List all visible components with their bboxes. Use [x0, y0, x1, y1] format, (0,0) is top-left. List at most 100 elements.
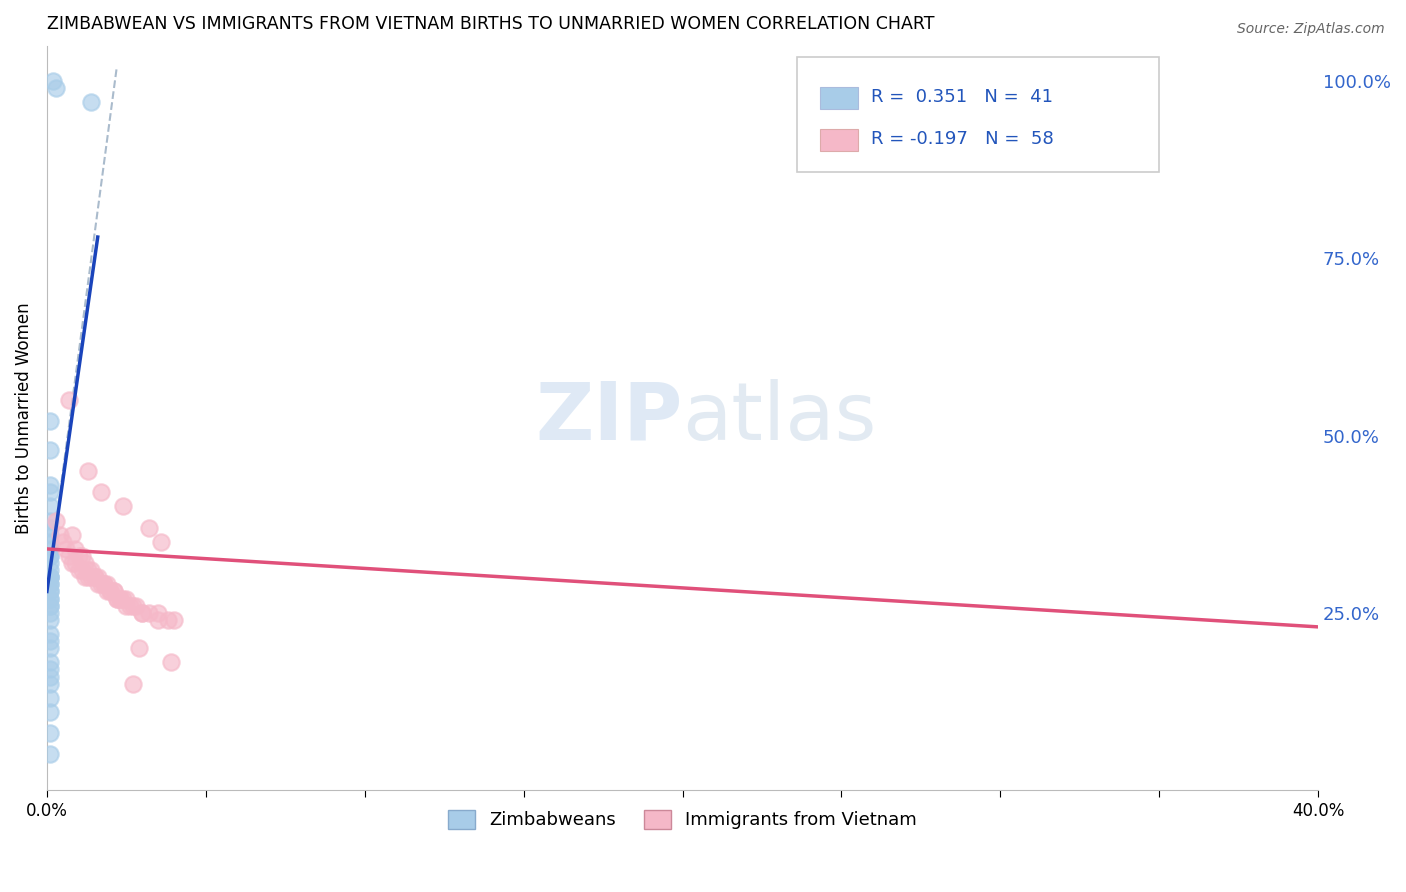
Point	[39, 747, 62, 762]
Point	[39, 577, 62, 591]
Point	[39, 577, 62, 591]
Point	[77, 570, 100, 584]
Point	[87, 570, 110, 584]
Point	[160, 656, 183, 670]
Point	[65, 556, 87, 570]
Point	[96, 584, 118, 599]
Point	[39, 534, 62, 549]
Point	[100, 584, 122, 599]
Point	[67, 549, 90, 563]
Point	[39, 613, 62, 627]
Point	[73, 570, 96, 584]
Point	[67, 563, 90, 577]
Point	[105, 591, 128, 606]
Point	[112, 500, 135, 514]
Point	[150, 534, 173, 549]
Point	[39, 527, 62, 541]
Point	[65, 541, 87, 556]
Point	[80, 563, 103, 577]
Point	[39, 599, 62, 613]
Point	[146, 606, 169, 620]
Point	[83, 570, 105, 584]
Point	[115, 591, 138, 606]
Point	[103, 584, 125, 599]
Point	[156, 613, 179, 627]
Point	[121, 599, 143, 613]
Text: ZIP: ZIP	[536, 379, 682, 457]
Point	[39, 541, 62, 556]
Point	[39, 549, 62, 563]
Point	[121, 676, 143, 690]
FancyBboxPatch shape	[820, 87, 858, 109]
Point	[60, 527, 83, 541]
Point	[39, 584, 62, 599]
Point	[87, 577, 110, 591]
Point	[52, 534, 75, 549]
Point	[131, 606, 153, 620]
Point	[45, 81, 67, 95]
FancyBboxPatch shape	[820, 129, 858, 152]
Point	[39, 500, 62, 514]
Point	[73, 556, 96, 570]
Point	[128, 641, 150, 656]
Point	[90, 577, 112, 591]
Point	[39, 591, 62, 606]
Point	[39, 641, 62, 656]
Point	[105, 591, 128, 606]
Text: R =  0.351   N =  41: R = 0.351 N = 41	[870, 88, 1053, 106]
Point	[39, 634, 62, 648]
Text: Source: ZipAtlas.com: Source: ZipAtlas.com	[1237, 22, 1385, 37]
Point	[39, 570, 62, 584]
Point	[115, 599, 138, 613]
Point	[39, 556, 62, 570]
Point	[39, 676, 62, 690]
Legend: Zimbabweans, Immigrants from Vietnam: Zimbabweans, Immigrants from Vietnam	[441, 803, 924, 837]
FancyBboxPatch shape	[797, 57, 1159, 172]
Point	[58, 549, 80, 563]
Point	[93, 577, 115, 591]
Point	[39, 584, 62, 599]
Point	[39, 478, 62, 492]
Point	[103, 584, 125, 599]
Point	[39, 442, 62, 457]
Point	[58, 393, 80, 408]
Point	[125, 599, 148, 613]
Point	[39, 570, 62, 584]
Point	[93, 577, 115, 591]
Point	[39, 662, 62, 676]
Point	[39, 669, 62, 683]
Point	[77, 464, 100, 478]
Point	[100, 584, 122, 599]
Point	[80, 570, 103, 584]
Point	[70, 563, 93, 577]
Point	[83, 570, 105, 584]
Point	[138, 606, 160, 620]
Point	[48, 527, 70, 541]
Point	[39, 514, 62, 528]
Point	[39, 521, 62, 535]
Point	[77, 563, 100, 577]
Text: atlas: atlas	[682, 379, 877, 457]
Point	[70, 549, 93, 563]
Point	[39, 563, 62, 577]
Point	[39, 627, 62, 641]
Text: ZIMBABWEAN VS IMMIGRANTS FROM VIETNAM BIRTHS TO UNMARRIED WOMEN CORRELATION CHAR: ZIMBABWEAN VS IMMIGRANTS FROM VIETNAM BI…	[46, 15, 935, 33]
Point	[118, 599, 141, 613]
Point	[39, 549, 62, 563]
Point	[39, 726, 62, 740]
Point	[96, 577, 118, 591]
Point	[39, 656, 62, 670]
Point	[39, 485, 62, 500]
Point	[39, 591, 62, 606]
Y-axis label: Births to Unmarried Women: Births to Unmarried Women	[15, 302, 32, 533]
Point	[39, 414, 62, 428]
Point	[55, 541, 77, 556]
Point	[108, 591, 131, 606]
Point	[39, 570, 62, 584]
Point	[39, 690, 62, 705]
Point	[131, 606, 153, 620]
Point	[39, 606, 62, 620]
Point	[138, 521, 160, 535]
Point	[108, 591, 131, 606]
Point	[42, 74, 65, 88]
